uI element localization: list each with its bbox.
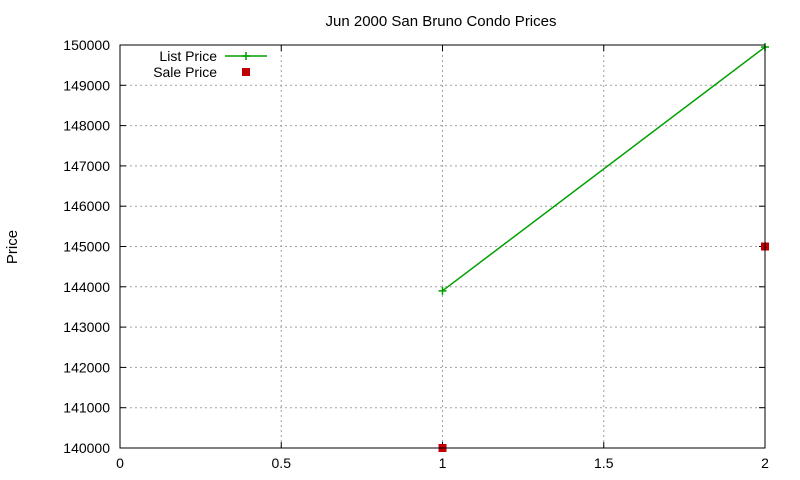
x-tick-label: 1: [439, 455, 447, 471]
grid: [120, 45, 765, 448]
plot-border: [119, 44, 766, 449]
y-tick-label: 142000: [63, 359, 110, 375]
y-tick-label: 140000: [63, 440, 110, 456]
y-tick-label: 148000: [63, 118, 110, 134]
list-price-line: [442, 46, 766, 292]
ticks: 0 0.5 1 1.5 2 140000 141000 142000 143000 144000 1…: [63, 37, 769, 471]
y-axis-label: Price: [4, 230, 21, 264]
legend-marker-list-price: [242, 52, 250, 60]
x-tick-label: 2: [761, 455, 769, 471]
legend-marker-sale-price: [242, 68, 250, 76]
x-tick-label: 0: [116, 455, 124, 471]
y-tick-label: 141000: [63, 400, 110, 416]
y-tick-label: 144000: [63, 279, 110, 295]
y-tick-label: 146000: [63, 198, 110, 214]
y-tick-label: 150000: [63, 37, 110, 53]
y-tick-label: 147000: [63, 158, 110, 174]
legend-label-sale-price: Sale Price: [153, 64, 217, 80]
y-tick-label: 145000: [63, 239, 110, 255]
chart-title: Jun 2000 San Bruno Condo Prices: [326, 13, 557, 30]
x-tick-label: 0.5: [272, 455, 292, 471]
legend-label-list-price: List Price: [159, 48, 217, 64]
x-tick-label: 1.5: [594, 455, 614, 471]
y-tick-label: 143000: [63, 319, 110, 335]
list-price-point: [438, 286, 447, 295]
y-tick-label: 149000: [63, 77, 110, 93]
